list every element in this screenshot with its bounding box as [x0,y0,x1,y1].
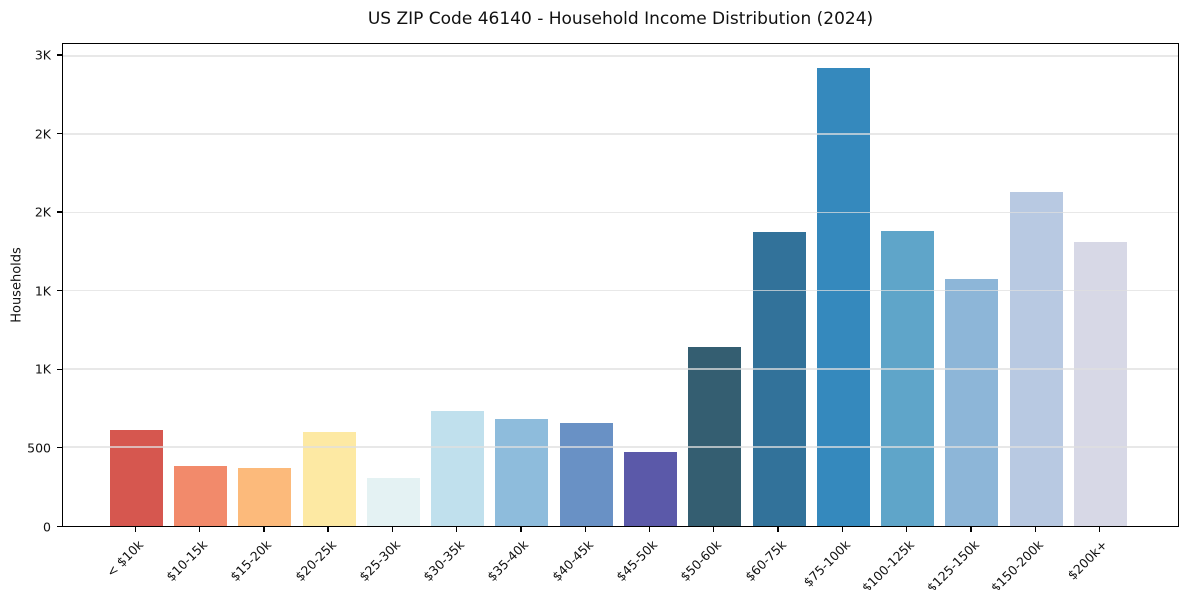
x-tick-label: $150-200k [987,537,1046,590]
y-tick-mark [57,54,62,56]
x-tick-label: $200k+ [1064,537,1111,583]
x-tick-label: $75-100k [800,537,853,590]
x-tick-label: $125-150k [923,537,982,590]
gridline [63,133,1178,135]
x-tick-label: $15-20k [227,537,275,585]
bar-$45-50k [624,451,678,526]
x-axis: < $10k $10-15k $15-20k $20-25k $25-30k $30-35… [62,527,1179,590]
y-axis: 0 500 1K 1K 2K 2K 3K [0,43,62,532]
bar-$40-45k [559,423,613,526]
x-tick-label: $40-45k [548,537,596,585]
y-tick-mark [57,211,62,213]
bar-$75-100k [816,67,870,526]
x-tick-label: $100-125k [858,537,918,590]
bar-$30-35k [431,410,485,526]
bar-$50-60k [688,347,742,526]
x-tick-mark [841,527,844,532]
y-tick-label: 0 [43,518,51,534]
x-tick-label: $25-30k [355,537,404,585]
y-tick-label: 2K [34,125,51,141]
x-tick-mark [327,527,329,532]
bar-$150-200k [1009,191,1063,526]
bar-$20-25k [302,432,356,526]
y-tick-mark [57,132,62,135]
x-tick-mark [713,527,715,532]
x-tick-label: $60-75k [741,537,789,585]
bar-$125-150k [945,278,999,526]
x-tick-label: $10-15k [163,537,211,585]
y-tick-mark [57,525,62,527]
gridline [63,446,1178,448]
x-tick-label: $45-50k [613,537,661,585]
x-tick-mark [1098,527,1101,532]
bars-layer [63,44,1178,526]
x-tick-mark [906,527,908,532]
bar-$100-125k [881,231,935,526]
x-tick-mark [134,527,136,532]
x-tick-mark [456,527,458,532]
x-tick-mark [1034,527,1036,532]
x-tick-mark [263,527,265,532]
y-tick-label: 3K [34,47,51,63]
bar-$25-30k [366,477,420,526]
gridline [63,55,1178,57]
x-tick-mark [584,527,586,532]
x-tick-label: $20-25k [291,537,339,585]
x-tick-mark [198,527,201,532]
x-tick-label: $50-60k [677,537,725,585]
y-tick-label: 1K [34,283,51,299]
gridlines-layer [63,44,1178,526]
gridline [63,211,1178,214]
gridline [63,368,1178,370]
x-tick-label: $30-35k [420,537,468,585]
gridline [63,289,1178,292]
bar-< $10k [109,429,163,526]
x-tick-mark [648,527,651,532]
bar-$60-75k [752,232,806,526]
x-tick-mark [777,527,779,532]
y-tick-label: 2K [34,204,51,220]
x-tick-label: < $10k [103,537,146,580]
bar-$10-15k [174,465,228,526]
x-tick-label: $35-40k [484,537,532,585]
y-tick-mark [57,368,62,370]
y-tick-mark [57,447,62,449]
x-tick-mark [520,527,522,532]
y-tick-mark [57,290,62,292]
chart-title: US ZIP Code 46140 - Household Income Dis… [367,9,874,29]
bar-$35-40k [495,418,549,526]
bar-$200k+ [1074,242,1127,526]
bar-$15-20k [238,467,292,526]
x-tick-mark [970,527,972,532]
x-tick-mark [391,527,394,532]
y-tick-label: 1K [34,361,51,377]
plot-area [62,43,1179,527]
y-tick-label: 500 [27,440,51,456]
